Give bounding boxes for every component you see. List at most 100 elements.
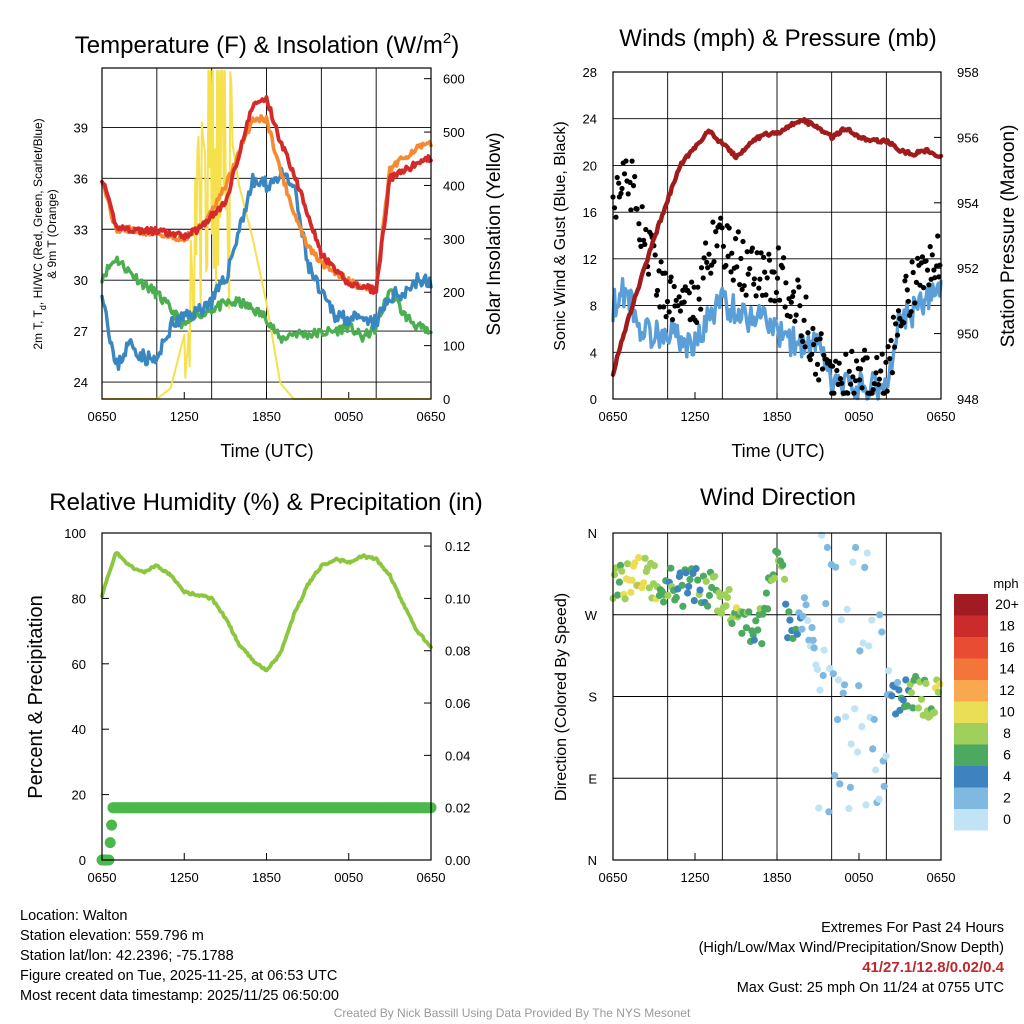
direction-tick-label: N bbox=[588, 853, 597, 868]
rh-ylabel: Percent & Precipitation bbox=[25, 595, 47, 798]
gust-point bbox=[802, 344, 808, 350]
direction-point bbox=[614, 591, 622, 599]
direction-point bbox=[810, 644, 818, 652]
legend-label: 12 bbox=[999, 682, 1015, 698]
direction-point bbox=[728, 619, 736, 628]
gust-point bbox=[887, 356, 893, 362]
y-tick-label: 4 bbox=[590, 345, 597, 360]
gust-point bbox=[809, 351, 815, 357]
gust-point bbox=[673, 297, 679, 303]
gust-point bbox=[798, 333, 804, 339]
rh-panel-title: Relative Humidity (%) & Precipitation (i… bbox=[49, 489, 482, 516]
gust-point bbox=[850, 374, 856, 380]
gust-point bbox=[796, 284, 802, 290]
pressure-line bbox=[610, 116, 944, 377]
direction-point bbox=[813, 665, 822, 674]
gust-point bbox=[677, 308, 684, 314]
y2-tick-label: 200 bbox=[443, 285, 465, 300]
direction-point bbox=[843, 605, 851, 614]
gust-point bbox=[834, 367, 840, 374]
wind-ylabel: Sonic Wind & Gust (Blue, Black) bbox=[552, 121, 569, 350]
gust-point bbox=[666, 309, 672, 315]
gust-point bbox=[749, 245, 756, 251]
gust-point bbox=[656, 268, 662, 274]
gust-point bbox=[614, 174, 620, 181]
direction-point bbox=[851, 705, 859, 713]
gust-point bbox=[751, 281, 757, 287]
wind-xlabel: Time (UTC) bbox=[731, 441, 824, 461]
direction-point bbox=[819, 671, 827, 680]
direction-point bbox=[640, 579, 648, 587]
gust-point bbox=[675, 303, 681, 309]
max-gust: Max Gust: 25 mph On 11/24 at 0755 UTC bbox=[736, 980, 1004, 996]
gust-point bbox=[894, 332, 901, 338]
y2-tick-label: 500 bbox=[443, 125, 465, 140]
temp-xlabel: Time (UTC) bbox=[220, 441, 313, 461]
direction-point bbox=[822, 600, 830, 608]
direction-point bbox=[764, 605, 772, 613]
gust-point bbox=[706, 251, 712, 257]
direction-tick-label: S bbox=[588, 690, 597, 705]
direction-point bbox=[861, 563, 869, 572]
gust-point bbox=[766, 251, 772, 257]
gust-point bbox=[713, 229, 719, 235]
gust-point bbox=[885, 344, 891, 350]
direction-point bbox=[849, 558, 857, 566]
gust-point bbox=[851, 390, 857, 396]
gust-point bbox=[730, 277, 736, 283]
gust-point bbox=[671, 283, 677, 290]
gust-point bbox=[758, 250, 764, 256]
gust-point bbox=[735, 229, 741, 235]
gust-point bbox=[905, 298, 912, 304]
direction-point bbox=[616, 561, 625, 570]
direction-point bbox=[870, 715, 878, 724]
direction-point bbox=[832, 563, 840, 571]
gust-point bbox=[768, 297, 774, 303]
legend-label: 14 bbox=[999, 661, 1015, 677]
y2-tick-label: 954 bbox=[957, 196, 979, 211]
direction-point bbox=[711, 572, 719, 580]
gust-point bbox=[766, 257, 773, 263]
gust-point bbox=[641, 237, 647, 243]
x-tick-label: 0650 bbox=[417, 409, 446, 424]
direction-point bbox=[667, 564, 675, 572]
gust-point bbox=[800, 338, 806, 344]
gust-point bbox=[836, 360, 842, 366]
direction-point bbox=[815, 804, 823, 812]
temp-ylabel-b: , HI/WC (Red, Green, Scarlet/Blue) bbox=[31, 118, 45, 305]
direction-point bbox=[752, 617, 760, 625]
gust-point bbox=[657, 304, 663, 310]
gust-point bbox=[846, 368, 852, 374]
station-elevation: Station elevation: 559.796 m bbox=[20, 928, 204, 944]
temp-title-main: Temperature (F) & Insolation (W/m bbox=[75, 32, 443, 59]
gust-point bbox=[630, 183, 637, 189]
gust-point bbox=[726, 225, 732, 231]
direction-point bbox=[623, 560, 632, 568]
gust-point bbox=[638, 243, 644, 249]
gust-point bbox=[853, 378, 859, 384]
gust-point bbox=[790, 293, 796, 299]
gust-point bbox=[618, 190, 624, 196]
legend-swatch bbox=[954, 809, 988, 831]
gust-point bbox=[733, 236, 739, 242]
direction-point bbox=[936, 680, 944, 688]
direction-point bbox=[930, 708, 939, 717]
gust-point bbox=[792, 318, 798, 324]
direction-point bbox=[660, 598, 668, 606]
gust-point bbox=[625, 191, 631, 197]
gust-point bbox=[929, 252, 935, 258]
gust-point bbox=[663, 314, 669, 320]
legend-label: 8 bbox=[1003, 725, 1011, 741]
gust-point bbox=[805, 330, 811, 336]
gust-point bbox=[763, 292, 769, 298]
wind-plot-frame bbox=[612, 71, 942, 400]
gust-point bbox=[795, 277, 801, 283]
gust-point bbox=[761, 254, 767, 260]
gust-point bbox=[884, 388, 890, 394]
gust-point bbox=[703, 240, 709, 246]
gust-point bbox=[810, 325, 816, 332]
gust-point bbox=[613, 214, 619, 220]
credit-line: Created By Nick Bassill Using Data Provi… bbox=[333, 1006, 691, 1020]
direction-point bbox=[750, 636, 758, 644]
direction-point bbox=[816, 686, 824, 694]
